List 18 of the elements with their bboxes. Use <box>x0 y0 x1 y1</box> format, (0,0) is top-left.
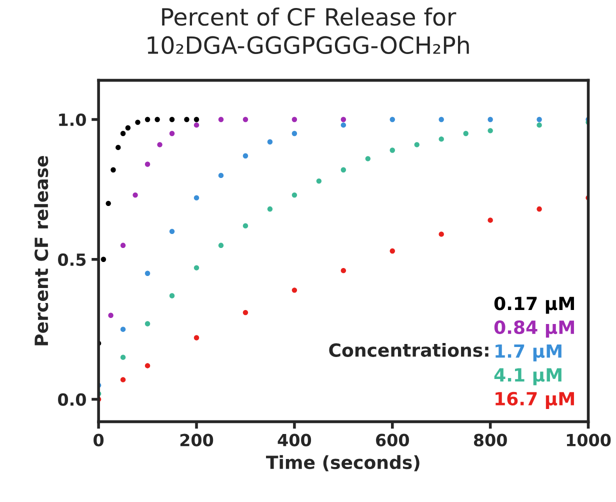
x-tick-label: 0 <box>94 434 104 446</box>
text: 1.7 µM <box>496 344 562 362</box>
text: 0.17 µM <box>494 296 574 314</box>
x-tick-label: 400 <box>278 434 312 446</box>
x-axis-title: Time (seconds) <box>266 455 420 472</box>
y-tick-label: 0.5 <box>58 253 86 266</box>
x-tick-label: 1000 <box>566 434 611 446</box>
text: 16.7 µM <box>496 392 574 410</box>
y-tick-label: 1.0 <box>59 113 86 126</box>
x-tick-label: 200 <box>180 434 214 446</box>
chart-title: Percent of CF Release for 10₂DGA-GGGPGGG-OCH₂Ph <box>148 8 469 54</box>
x-tick-label: 600 <box>376 434 409 446</box>
x-tick-label: 800 <box>474 434 507 446</box>
text: 0.84 µM <box>494 320 574 338</box>
annotation: Concentrations: <box>329 342 488 357</box>
y-tick-label: 0.0 <box>58 393 86 406</box>
text: 4.1 µM <box>494 368 562 386</box>
y-axis-title: Percent CF release <box>34 156 48 346</box>
